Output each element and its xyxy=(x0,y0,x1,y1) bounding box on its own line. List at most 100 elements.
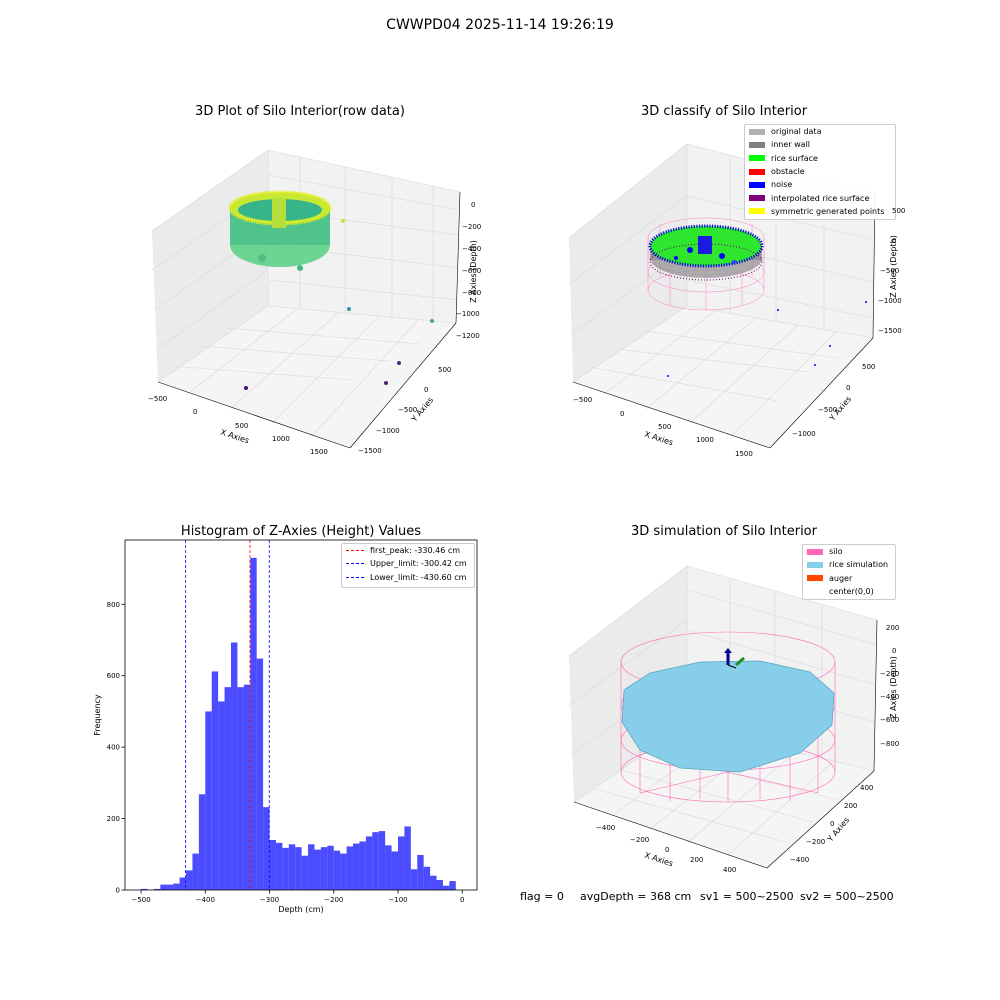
sim-ztick-0: 200 xyxy=(886,624,900,632)
histogram-xtick-label: 0 xyxy=(460,896,464,904)
simulation-3d-plot xyxy=(568,565,878,869)
histogram-ylabel: Frequency xyxy=(93,694,102,736)
classify-ytick-3: −1000 xyxy=(792,430,816,438)
figure-title: CWWPD04 2025-11-14 19:26:19 xyxy=(386,17,614,33)
raw-ytick-2: −500 xyxy=(398,406,418,414)
histogram-bar xyxy=(186,870,193,890)
classify-ytick-1: 0 xyxy=(846,384,851,392)
histogram-bar xyxy=(198,794,206,890)
histogram-xtick-label: −400 xyxy=(196,896,215,904)
histogram-bar xyxy=(372,832,379,890)
histogram-bar xyxy=(378,831,386,890)
raw-ztick-3: −600 xyxy=(462,267,482,275)
sim-ztick-3: −400 xyxy=(880,693,900,701)
histogram-bar xyxy=(237,687,244,890)
classify-legend-interpolated: interpolated rice surface xyxy=(745,191,895,204)
simulation-legend-auger: auger xyxy=(803,572,895,585)
histogram-bar xyxy=(160,884,167,890)
raw-plot-title: 3D Plot of Silo Interior(row data) xyxy=(195,104,405,119)
histogram-bar xyxy=(263,807,270,890)
histogram-bar xyxy=(288,844,296,890)
histogram-axes: −500 −400 −300 −200 −100 0 0 200 400 600 800 Depth … xyxy=(93,539,478,914)
sim-xtick-1: −200 xyxy=(630,836,650,844)
histogram-bar xyxy=(250,557,257,890)
histogram-chart: −500 −400 −300 −200 −100 0 0 200 400 600 800 Depth … xyxy=(93,539,478,914)
histogram-bar xyxy=(410,869,418,890)
raw-ytick-4: −1500 xyxy=(358,447,382,455)
histogram-legend-lower-limit: Lower_limit: -430.60 cm xyxy=(342,571,474,584)
classify-ytick-0: 500 xyxy=(862,363,876,371)
sim-ytick-4: −400 xyxy=(790,856,810,864)
sim-xtick-2: 0 xyxy=(665,846,670,854)
histogram-bar xyxy=(192,853,199,890)
raw-xtick-3: 1000 xyxy=(272,435,290,443)
classify-plot-title: 3D classify of Silo Interior xyxy=(640,104,808,119)
sim-ztick-2: −200 xyxy=(880,670,900,678)
histogram-bar xyxy=(346,846,354,890)
histogram-ytick-label: 800 xyxy=(107,601,120,609)
simulation-rice-surface xyxy=(621,660,835,773)
histogram-bar xyxy=(211,671,219,890)
histogram-bar xyxy=(179,877,187,890)
sim-ytick-3: −200 xyxy=(806,838,826,846)
simulation-legend-silo: silo xyxy=(803,545,895,558)
histogram-bar xyxy=(359,841,366,890)
raw-xtick-2: 500 xyxy=(235,422,249,430)
histogram-bar xyxy=(256,658,264,890)
simulation-legend: silo rice simulation auger center(0,0) xyxy=(802,544,896,600)
histogram-bars xyxy=(141,557,456,890)
histogram-bar xyxy=(391,851,398,890)
raw-xtick-1: 0 xyxy=(193,408,198,416)
sim-xtick-3: 200 xyxy=(690,856,704,864)
classify-points xyxy=(648,224,764,281)
histogram-bar xyxy=(365,836,373,890)
sim-ytick-1: 200 xyxy=(844,802,858,810)
raw-ztick-4: −800 xyxy=(462,289,482,297)
histogram-bar xyxy=(282,847,289,890)
histogram-bar xyxy=(404,826,411,890)
histogram-reference-lines xyxy=(185,540,270,890)
histogram-ytick-label: 400 xyxy=(107,744,120,752)
classify-ztick-0: 500 xyxy=(892,207,906,215)
histogram-xlabel: Depth (cm) xyxy=(278,905,323,914)
sim-xtick-4: 400 xyxy=(723,866,737,874)
histogram-legend-upper-limit: Upper_limit: -300.42 cm xyxy=(342,557,474,570)
histogram-bar xyxy=(442,885,450,890)
raw-ytick-3: −1000 xyxy=(376,427,400,435)
classify-xtick-2: 500 xyxy=(658,423,672,431)
histogram-bar xyxy=(141,888,148,890)
histogram-bar xyxy=(417,855,424,890)
histogram-bar xyxy=(218,701,225,890)
classify-legend-symmetric: symmetric generated points xyxy=(745,205,895,218)
histogram-legend: first_peak: -330.46 cm Upper_limit: -300… xyxy=(341,543,475,588)
simulation-plot-title: 3D simulation of Silo Interior xyxy=(631,524,817,539)
footer-sv2: sv2 = 500~2500 xyxy=(800,890,894,903)
histogram-bar xyxy=(314,849,321,890)
histogram-bar xyxy=(275,842,283,890)
sim-xtick-0: −400 xyxy=(596,824,616,832)
classify-legend-original: original data xyxy=(745,125,895,138)
histogram-frame xyxy=(124,539,478,891)
histogram-bar xyxy=(436,880,443,890)
histogram-legend-first-peak: first_peak: -330.46 cm xyxy=(342,544,474,557)
classify-3d-plot xyxy=(568,143,876,449)
raw-outlier-points xyxy=(244,219,434,390)
simulation-zlabel: Z Axies (Depth) xyxy=(888,656,898,719)
classify-ytick-2: −500 xyxy=(818,406,838,414)
classify-ztick-4: −1500 xyxy=(878,327,902,335)
raw-xtick-4: 1500 xyxy=(310,448,328,456)
footer-sv1: sv1 = 500~2500 xyxy=(700,890,794,903)
classify-xtick-3: 1000 xyxy=(696,436,714,444)
raw-back-pane xyxy=(268,150,460,323)
classify-noise-outliers xyxy=(667,301,867,377)
histogram-bar xyxy=(243,684,251,890)
histogram-bar xyxy=(295,847,302,890)
classify-zlabel: Z Axies (Depth) xyxy=(888,235,898,298)
raw-ztick-1: −200 xyxy=(462,223,482,231)
raw-zlabel: Z Axies (Depth) xyxy=(468,240,478,303)
raw-3d-plot xyxy=(151,149,461,449)
histogram-bar xyxy=(153,888,161,890)
histogram-bar xyxy=(308,844,315,890)
histogram-bar xyxy=(333,850,341,890)
histogram-bar xyxy=(320,847,328,890)
